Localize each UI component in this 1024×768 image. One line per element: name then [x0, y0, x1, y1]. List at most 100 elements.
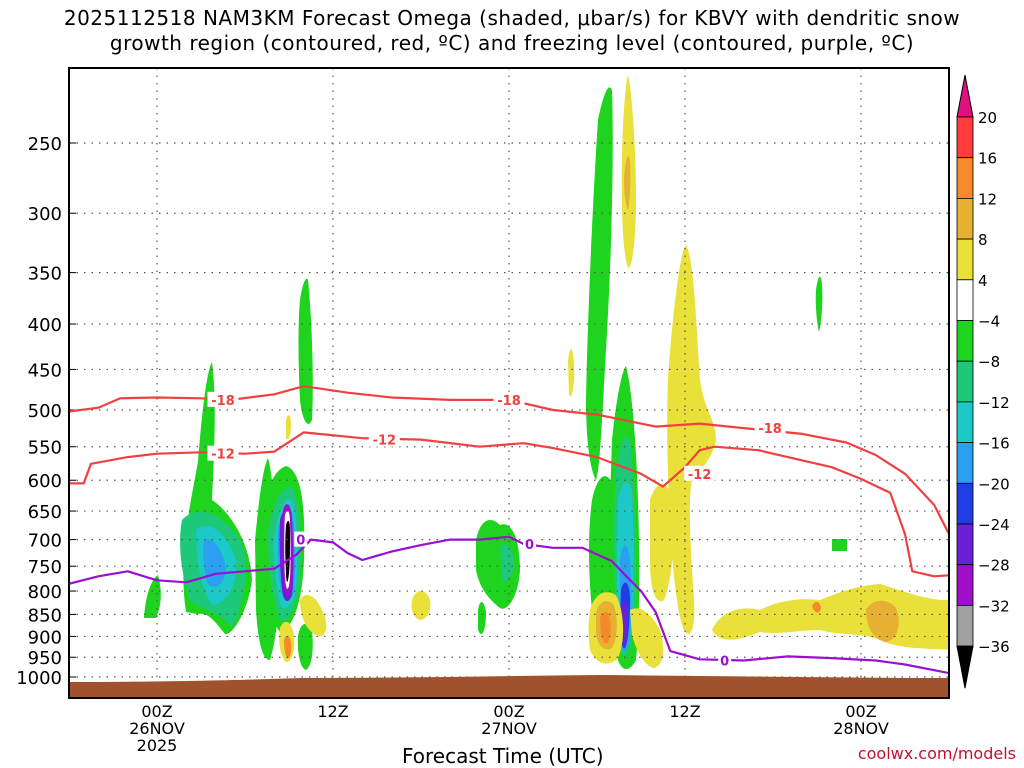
plot-frame	[68, 67, 950, 699]
colorbar-top-triangle	[956, 74, 974, 118]
omega-region	[500, 544, 514, 582]
colorbar-bin	[956, 442, 974, 484]
y-tick-label: 800	[28, 582, 62, 603]
omega-region	[298, 278, 313, 424]
omega-region	[478, 601, 486, 634]
colorbar-label: 8	[978, 231, 988, 249]
colorbar-bin	[956, 360, 974, 403]
contour-label-bg	[718, 652, 732, 668]
contour-label: -18	[497, 394, 521, 409]
omega-region	[624, 156, 631, 210]
omega-region	[667, 245, 716, 634]
x-tick-label: 26NOV	[129, 719, 185, 738]
colorbar-bin	[956, 401, 974, 443]
y-tick-label: 550	[28, 438, 62, 459]
omega-shading	[144, 75, 949, 670]
contour-label: 0	[296, 534, 305, 549]
omega-region	[650, 484, 674, 602]
colorbar-label: 12	[978, 190, 997, 208]
chart-title-line-2: growth region (contoured, red, ºC) and f…	[109, 31, 915, 55]
contour-label: 0	[525, 538, 534, 553]
terrain	[69, 675, 949, 698]
omega-region	[300, 595, 327, 637]
y-tick-label: 850	[28, 605, 62, 626]
colorbar-label: −8	[978, 353, 1000, 371]
x-tick-label: 28NOV	[833, 719, 889, 738]
colorbar-bin	[956, 523, 974, 566]
omega-region	[686, 309, 693, 347]
colorbar-label: −28	[978, 557, 1010, 575]
contour-label-bg	[207, 445, 239, 461]
contour-label-bg	[684, 465, 716, 481]
omega-region	[712, 584, 949, 650]
contour-label: -12	[211, 448, 235, 463]
contour-label: -18	[758, 422, 782, 437]
omega-region	[411, 591, 431, 620]
credit-link[interactable]: coolwx.com/models	[857, 744, 1016, 763]
x-axis-title: Forecast Time (UTC)	[402, 744, 604, 768]
contour-label-bg	[754, 420, 786, 436]
x-tick-label: 27NOV	[481, 719, 537, 738]
colorbar-bin	[956, 197, 974, 240]
omega-region	[812, 602, 821, 613]
contour-label-bg	[368, 431, 400, 447]
y-tick-label: 750	[28, 557, 62, 578]
contour-line	[69, 431, 949, 578]
x-tick-label: 00Z	[493, 702, 524, 721]
colorbar-label: 16	[978, 150, 997, 168]
omega-region	[297, 623, 313, 670]
omega-region	[285, 520, 290, 583]
y-tick-label: 400	[28, 315, 62, 336]
colorbar-label: 20	[978, 109, 997, 127]
contour-label: 0	[720, 654, 729, 669]
colorbar-label: −12	[978, 394, 1010, 412]
contour-label: -12	[373, 434, 397, 449]
x-tick-label: 12Z	[669, 702, 700, 721]
contour-label-bg	[523, 535, 537, 551]
colorbar-bin	[956, 482, 974, 525]
y-tick-label: 600	[28, 471, 62, 492]
y-tick-label: 650	[28, 502, 62, 523]
y-tick-label: 450	[28, 360, 62, 381]
colorbar-bin	[956, 238, 974, 281]
y-tick-label: 350	[28, 264, 62, 285]
colorbar-label: −32	[978, 597, 1010, 615]
omega-region	[866, 600, 899, 642]
colorbar-bin	[956, 605, 974, 647]
colorbar-label: −16	[978, 435, 1010, 453]
y-tick-label: 250	[28, 134, 62, 155]
contour-labels: -18 -12 0 -12 -18 0 -12 0 -18	[207, 391, 786, 669]
omega-region	[286, 415, 291, 440]
y-tick-label: 700	[28, 531, 62, 552]
colorbar-bin	[956, 279, 974, 321]
x-tick-label: 00Z	[845, 702, 876, 721]
contour-label: -18	[211, 394, 235, 409]
x-tick-label: 12Z	[317, 702, 348, 721]
colorbar-label: −24	[978, 516, 1010, 534]
contour-label-bg	[493, 391, 525, 407]
colorbar: 20 16 12 8 4 −4 −8 −12 −16 −20 −24 −28 −32 −36	[956, 74, 1010, 689]
contour-label-bg	[207, 391, 239, 407]
y-tick-label: 500	[28, 401, 62, 422]
contour-label-bg	[294, 531, 308, 547]
x-tick-label: 2025	[137, 736, 178, 755]
colorbar-bottom-triangle	[956, 645, 974, 689]
colorbar-label: 4	[978, 272, 988, 290]
gridlines	[69, 68, 949, 698]
colorbar-bin	[956, 320, 974, 362]
y-tick-label: 300	[28, 204, 62, 225]
chart-title-line-1: 2025112518 NAM3KM Forecast Omega (shaded…	[63, 6, 961, 30]
omega-region	[630, 608, 664, 668]
y-axis-labels: 250 300 350 400 450 500 550 600 650 700 750 8008509…	[16, 134, 62, 689]
omega-region	[586, 87, 613, 480]
y-tick-label: 1000	[16, 668, 62, 689]
omega-region	[815, 276, 823, 332]
omega-region	[284, 635, 292, 659]
colorbar-label: −4	[978, 313, 1000, 331]
colorbar-bin	[956, 116, 974, 159]
colorbar-label: −20	[978, 475, 1010, 493]
x-tick-label: 00Z	[141, 702, 172, 721]
y-tick-label: 900	[28, 627, 62, 648]
omega-region	[832, 539, 847, 551]
